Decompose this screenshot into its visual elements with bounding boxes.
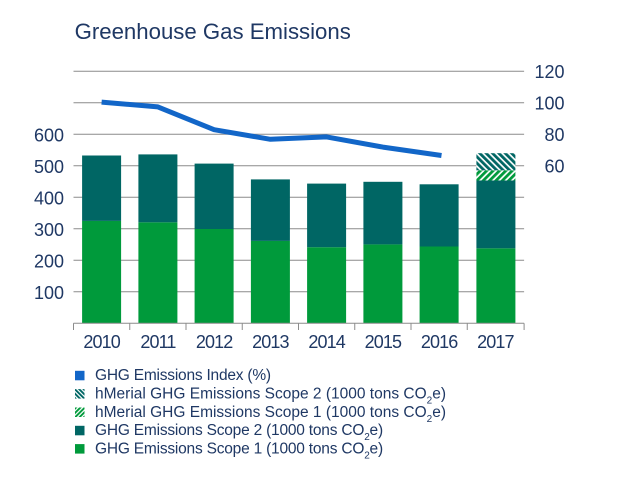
svg-text:500: 500 [34,157,64,177]
svg-text:hMerial GHG Emissions Scope 2: hMerial GHG Emissions Scope 2 (1000 tons… [95,385,446,406]
svg-text:2013: 2013 [252,332,289,352]
svg-text:Greenhouse Gas Emissions: Greenhouse Gas Emissions [75,19,351,44]
svg-text:2014: 2014 [308,332,345,352]
svg-text:100: 100 [34,283,64,303]
svg-text:2012: 2012 [196,332,233,352]
svg-text:GHG Emissions Index (%): GHG Emissions Index (%) [95,367,271,384]
svg-text:GHG Emissions Scope 2 (1000 to: GHG Emissions Scope 2 (1000 tons CO2e) [95,422,383,443]
svg-text:2011: 2011 [140,332,176,352]
svg-text:600: 600 [34,126,64,146]
svg-text:2015: 2015 [365,332,402,352]
svg-text:80: 80 [544,125,564,145]
svg-text:400: 400 [34,189,64,209]
svg-text:2017: 2017 [477,332,514,352]
svg-text:2010: 2010 [83,332,120,352]
svg-text:200: 200 [34,252,64,272]
svg-text:300: 300 [34,220,64,240]
svg-text:2016: 2016 [421,332,458,352]
svg-text:60: 60 [544,156,564,176]
svg-text:hMerial GHG Emissions Scope 1: hMerial GHG Emissions Scope 1 (1000 tons… [95,404,446,425]
svg-text:GHG Emissions Scope 1 (1000 to: GHG Emissions Scope 1 (1000 tons CO2e) [95,441,383,462]
svg-text:100: 100 [534,93,564,113]
svg-text:120: 120 [534,62,564,82]
